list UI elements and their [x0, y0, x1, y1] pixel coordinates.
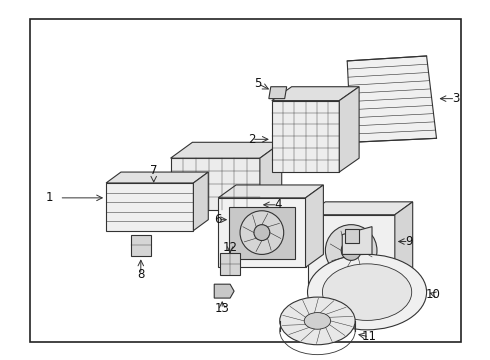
Text: 10: 10 [426, 288, 441, 301]
Text: 5: 5 [254, 77, 262, 90]
Text: 12: 12 [222, 241, 238, 254]
Text: 11: 11 [362, 330, 376, 343]
Polygon shape [347, 56, 437, 142]
Polygon shape [194, 172, 208, 231]
Polygon shape [272, 87, 359, 100]
Polygon shape [214, 284, 234, 298]
Bar [345, 229, 359, 243]
Text: 7: 7 [150, 163, 157, 176]
Polygon shape [260, 142, 282, 210]
Polygon shape [171, 158, 260, 210]
Polygon shape [171, 142, 282, 158]
Ellipse shape [304, 312, 331, 329]
Polygon shape [339, 87, 359, 172]
Circle shape [325, 225, 377, 276]
Polygon shape [308, 215, 395, 286]
Polygon shape [218, 198, 306, 267]
Bar [131, 235, 151, 256]
Text: 6: 6 [215, 213, 222, 226]
Polygon shape [342, 227, 372, 255]
Circle shape [341, 240, 361, 260]
Ellipse shape [308, 255, 427, 330]
Polygon shape [106, 183, 194, 231]
Text: 1: 1 [46, 192, 53, 204]
Polygon shape [395, 202, 413, 286]
Text: 9: 9 [405, 235, 413, 248]
Polygon shape [272, 100, 339, 172]
Ellipse shape [322, 264, 412, 320]
Polygon shape [218, 185, 323, 198]
Text: 3: 3 [452, 92, 459, 105]
Text: 4: 4 [274, 198, 281, 211]
Polygon shape [269, 87, 287, 99]
Polygon shape [106, 172, 208, 183]
Text: 2: 2 [248, 133, 256, 146]
Circle shape [254, 225, 270, 240]
Polygon shape [308, 202, 413, 215]
Bar [30, 19, 461, 342]
Text: 8: 8 [137, 268, 145, 281]
Bar [229, 207, 294, 258]
Bar [220, 253, 240, 275]
Ellipse shape [280, 297, 355, 345]
Text: 13: 13 [215, 302, 230, 315]
Polygon shape [306, 185, 323, 267]
Circle shape [240, 211, 284, 255]
